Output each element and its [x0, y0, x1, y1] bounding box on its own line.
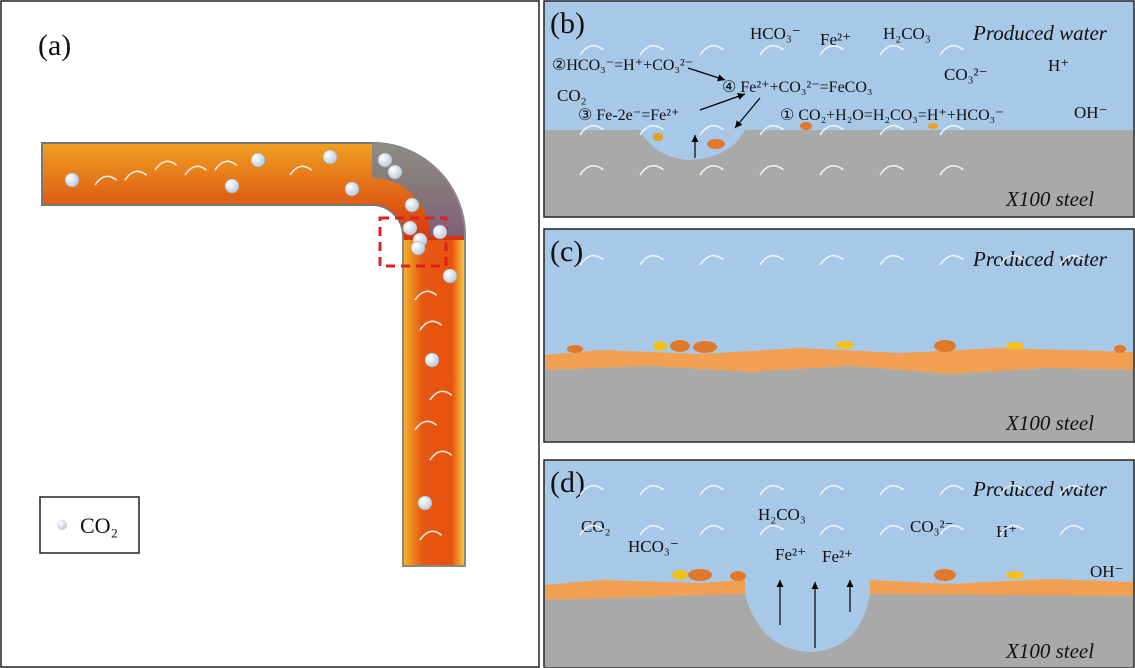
co2-bubble [388, 165, 402, 179]
reaction: ③ Fe-2e⁻=Fe²⁺ [578, 107, 679, 124]
species: CO₃²⁻ [910, 517, 954, 536]
species: CO₃²⁻ [944, 65, 988, 84]
co2-bubble [411, 241, 425, 255]
reaction: ① CO₂+H₂O=H₂CO₃=H⁺+HCO₃⁻ [780, 107, 1004, 124]
co2-bubble [405, 198, 419, 212]
panel-d: (d) Produced water X100 steel CO₂ HCO₃⁻ … [544, 460, 1134, 667]
co2-bubble [403, 221, 417, 235]
species: CO₂ [557, 86, 587, 105]
species: Fe²⁺ [822, 547, 853, 566]
panel-label: (a) [38, 29, 71, 62]
species: OH⁻ [1090, 562, 1124, 581]
legend-marker [57, 520, 67, 530]
co2-bubble [225, 179, 239, 193]
medium-label: Produced water [972, 247, 1108, 271]
co2-bubble [425, 353, 439, 367]
species: H⁺ [1048, 56, 1069, 75]
co2-bubble [65, 173, 79, 187]
metal-label: X100 steel [1005, 187, 1094, 211]
co2-bubble [323, 150, 337, 164]
co2-bubble [433, 225, 447, 239]
panel-label: (b) [550, 7, 585, 40]
panel-b: (b) Produced water X100 steel HCO₃⁻ Fe²⁺… [544, 1, 1134, 217]
reaction: ②HCO₃⁻=H⁺+CO₃²⁻ [552, 57, 693, 74]
metal-label: X100 steel [1005, 639, 1094, 663]
species: Fe²⁺ [775, 545, 806, 564]
pipe-vertical [404, 240, 464, 565]
species: HCO₃⁻ [628, 537, 679, 556]
species: H⁺ [996, 522, 1017, 541]
co2-bubble [418, 496, 432, 510]
figure: (a) CO₂ (b) Produced water X100 steel HC… [0, 0, 1135, 668]
species: H₂CO₃ [758, 505, 806, 524]
co2-bubble [345, 182, 359, 196]
medium-label: Produced water [972, 21, 1108, 45]
species: OH⁻ [1074, 103, 1108, 122]
metal-label: X100 steel [1005, 411, 1094, 435]
co2-bubble [378, 153, 392, 167]
legend-label: CO₂ [80, 513, 118, 538]
co2-bubble [251, 153, 265, 167]
species: H₂CO₃ [883, 24, 931, 43]
species: HCO₃⁻ [750, 24, 801, 43]
panel-c: (c) Produced water X100 steel [544, 229, 1134, 442]
reaction: ④ Fe²⁺+CO₃²⁻=FeCO₃ [722, 79, 872, 96]
co2-bubble [443, 269, 457, 283]
medium-label: Produced water [972, 477, 1108, 501]
panel-label: (c) [550, 235, 583, 268]
